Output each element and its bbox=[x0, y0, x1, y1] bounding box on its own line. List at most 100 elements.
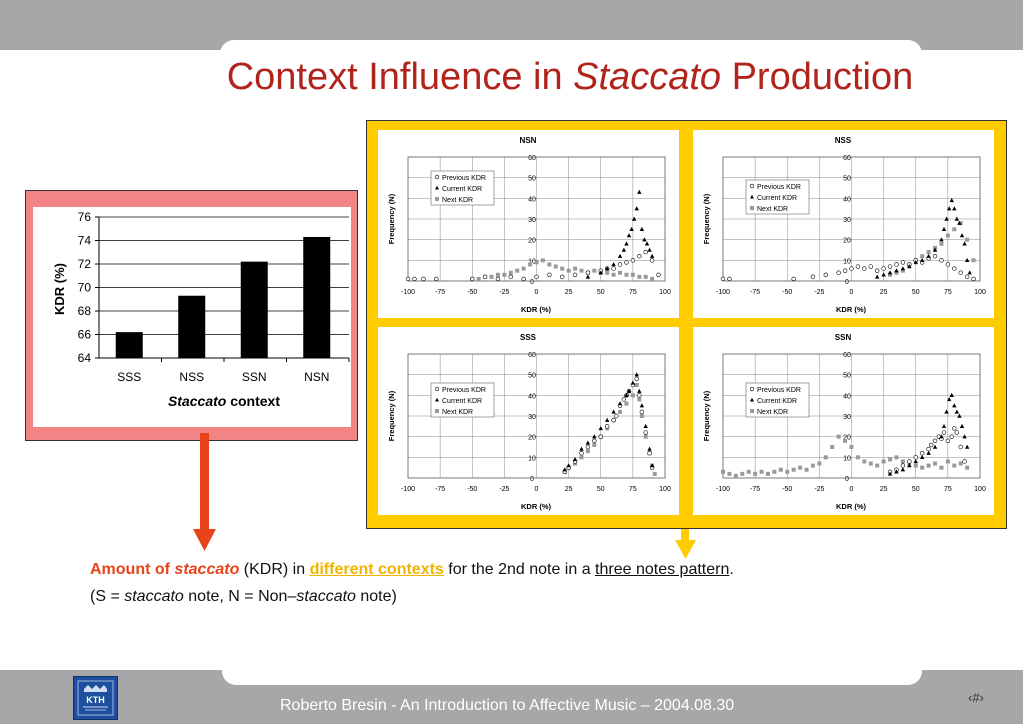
scatter-x-tick-label: -50 bbox=[467, 486, 477, 493]
bar-y-tick-label: 68 bbox=[78, 304, 92, 318]
point-previous-kdr bbox=[958, 270, 963, 275]
point-next-kdr bbox=[624, 401, 629, 406]
point-next-kdr bbox=[652, 471, 657, 476]
legend-entry: Previous KDR bbox=[757, 387, 801, 394]
point-next-kdr bbox=[605, 270, 610, 275]
point-current-kdr bbox=[639, 226, 645, 232]
point-next-kdr bbox=[868, 461, 873, 466]
point-next-kdr bbox=[888, 272, 893, 277]
yellow-arrow-head bbox=[675, 540, 696, 559]
point-previous-kdr bbox=[836, 270, 841, 275]
point-previous-kdr bbox=[634, 376, 639, 381]
scatter-x-tick-label: -100 bbox=[716, 289, 730, 296]
point-next-kdr bbox=[759, 469, 764, 474]
point-next-kdr bbox=[592, 268, 597, 273]
scatter-y-tick-label: 60 bbox=[528, 155, 536, 162]
point-current-kdr bbox=[592, 434, 597, 439]
point-current-kdr bbox=[939, 434, 944, 439]
bar-chart-area: 64 66 68 70 72 74 76 SSS NSS SSN NSN KDR (%) Stac… bbox=[33, 207, 351, 427]
point-next-kdr bbox=[778, 467, 783, 472]
point-current-kdr bbox=[926, 450, 931, 455]
scatter-x-tick-label: 75 bbox=[629, 486, 637, 493]
kth-logo-icon: KTH bbox=[77, 680, 114, 716]
point-current-kdr bbox=[649, 463, 655, 468]
bar-chart-x-label-rest: context bbox=[226, 393, 280, 409]
point-previous-kdr bbox=[621, 397, 627, 402]
point-current-kdr bbox=[881, 272, 886, 277]
scatter-panel-nss: 0 10 20 30 40 50 60 -100 -75 -50 -25 0 25 50 75 100 NSS K… bbox=[693, 130, 994, 318]
point-current-kdr bbox=[944, 409, 949, 414]
point-current-kdr bbox=[919, 257, 925, 263]
scatter-x-label: KDR (%) bbox=[521, 502, 551, 511]
point-current-kdr bbox=[907, 264, 912, 269]
point-previous-kdr bbox=[421, 276, 426, 282]
scatter-title: NSS bbox=[835, 136, 852, 145]
point-next-kdr bbox=[566, 268, 571, 273]
legend-entry: Current KDR bbox=[757, 398, 797, 405]
scatter-x-tick-label: -75 bbox=[435, 289, 445, 296]
point-current-kdr bbox=[941, 423, 947, 429]
bar-x-tick-label: NSS bbox=[179, 370, 204, 384]
point-next-kdr bbox=[592, 442, 597, 447]
legend-entry: Next KDR bbox=[757, 206, 788, 213]
point-previous-kdr bbox=[954, 430, 960, 435]
point-current-kdr bbox=[644, 241, 650, 246]
scatter-y-tick-label: 0 bbox=[530, 476, 534, 483]
scatter-plot-border bbox=[722, 156, 981, 282]
point-next-kdr bbox=[721, 469, 725, 474]
point-next-kdr bbox=[939, 465, 944, 470]
red-arrow-shaft bbox=[200, 433, 209, 531]
scatter-x-tick-label: 75 bbox=[944, 289, 952, 296]
caption2-e: note) bbox=[355, 588, 397, 605]
point-previous-kdr bbox=[962, 459, 967, 464]
point-previous-kdr bbox=[647, 450, 652, 456]
scatter-plot-border bbox=[722, 353, 981, 479]
point-next-kdr bbox=[958, 461, 963, 466]
caption2-a: (S = bbox=[90, 588, 125, 605]
point-current-kdr bbox=[954, 409, 960, 414]
scatter-x-tick-label: -25 bbox=[814, 486, 824, 493]
scatter-chart-nsn: 0 10 20 30 40 50 60 -100 -75 -50 -25 0 25 50 75 100 NSN K… bbox=[387, 136, 671, 314]
point-next-kdr bbox=[553, 264, 558, 269]
point-next-kdr bbox=[798, 465, 803, 470]
bar-chart-bars bbox=[115, 236, 350, 362]
scatter-x-tick-label: -75 bbox=[435, 486, 445, 493]
point-previous-kdr bbox=[534, 274, 539, 280]
scatter-y-tick-label: 0 bbox=[845, 476, 849, 483]
point-current-kdr bbox=[913, 260, 918, 265]
point-next-kdr bbox=[521, 266, 526, 271]
point-next-kdr bbox=[637, 397, 642, 402]
point-previous-kdr bbox=[521, 276, 526, 282]
point-next-kdr bbox=[637, 274, 642, 279]
bar-y-tick-label: 76 bbox=[78, 210, 92, 224]
scatter-y-tick-label: 40 bbox=[843, 393, 851, 400]
bar-nsn bbox=[303, 236, 331, 358]
point-next-kdr bbox=[888, 457, 893, 462]
point-next-kdr bbox=[791, 467, 796, 472]
point-previous-kdr bbox=[971, 276, 976, 282]
scatter-x-tick-label: 50 bbox=[597, 486, 605, 493]
point-previous-kdr bbox=[592, 438, 597, 444]
point-current-kdr bbox=[964, 257, 970, 263]
point-next-kdr bbox=[926, 463, 931, 468]
scatter-y-tick-label: 30 bbox=[843, 414, 851, 421]
point-next-kdr bbox=[630, 272, 635, 277]
scatter-legend-box bbox=[745, 179, 810, 215]
point-current-kdr bbox=[611, 409, 616, 414]
bar-nss bbox=[178, 295, 206, 358]
point-next-kdr bbox=[733, 473, 738, 478]
scatter-y-tick-label: 20 bbox=[528, 435, 536, 442]
legend-entry: Current KDR bbox=[442, 186, 482, 193]
point-next-kdr bbox=[634, 383, 639, 387]
point-previous-kdr bbox=[900, 260, 906, 265]
scatter-x-label: KDR (%) bbox=[836, 502, 866, 511]
point-next-kdr bbox=[643, 274, 648, 279]
bar-sss bbox=[115, 332, 143, 358]
point-current-kdr bbox=[634, 372, 639, 377]
scatter-y-label: Frequency (N) bbox=[702, 390, 711, 441]
point-previous-kdr bbox=[643, 249, 648, 255]
scatter-title: NSN bbox=[520, 136, 537, 145]
red-arrow-head bbox=[193, 529, 216, 551]
point-current-kdr bbox=[944, 216, 949, 221]
